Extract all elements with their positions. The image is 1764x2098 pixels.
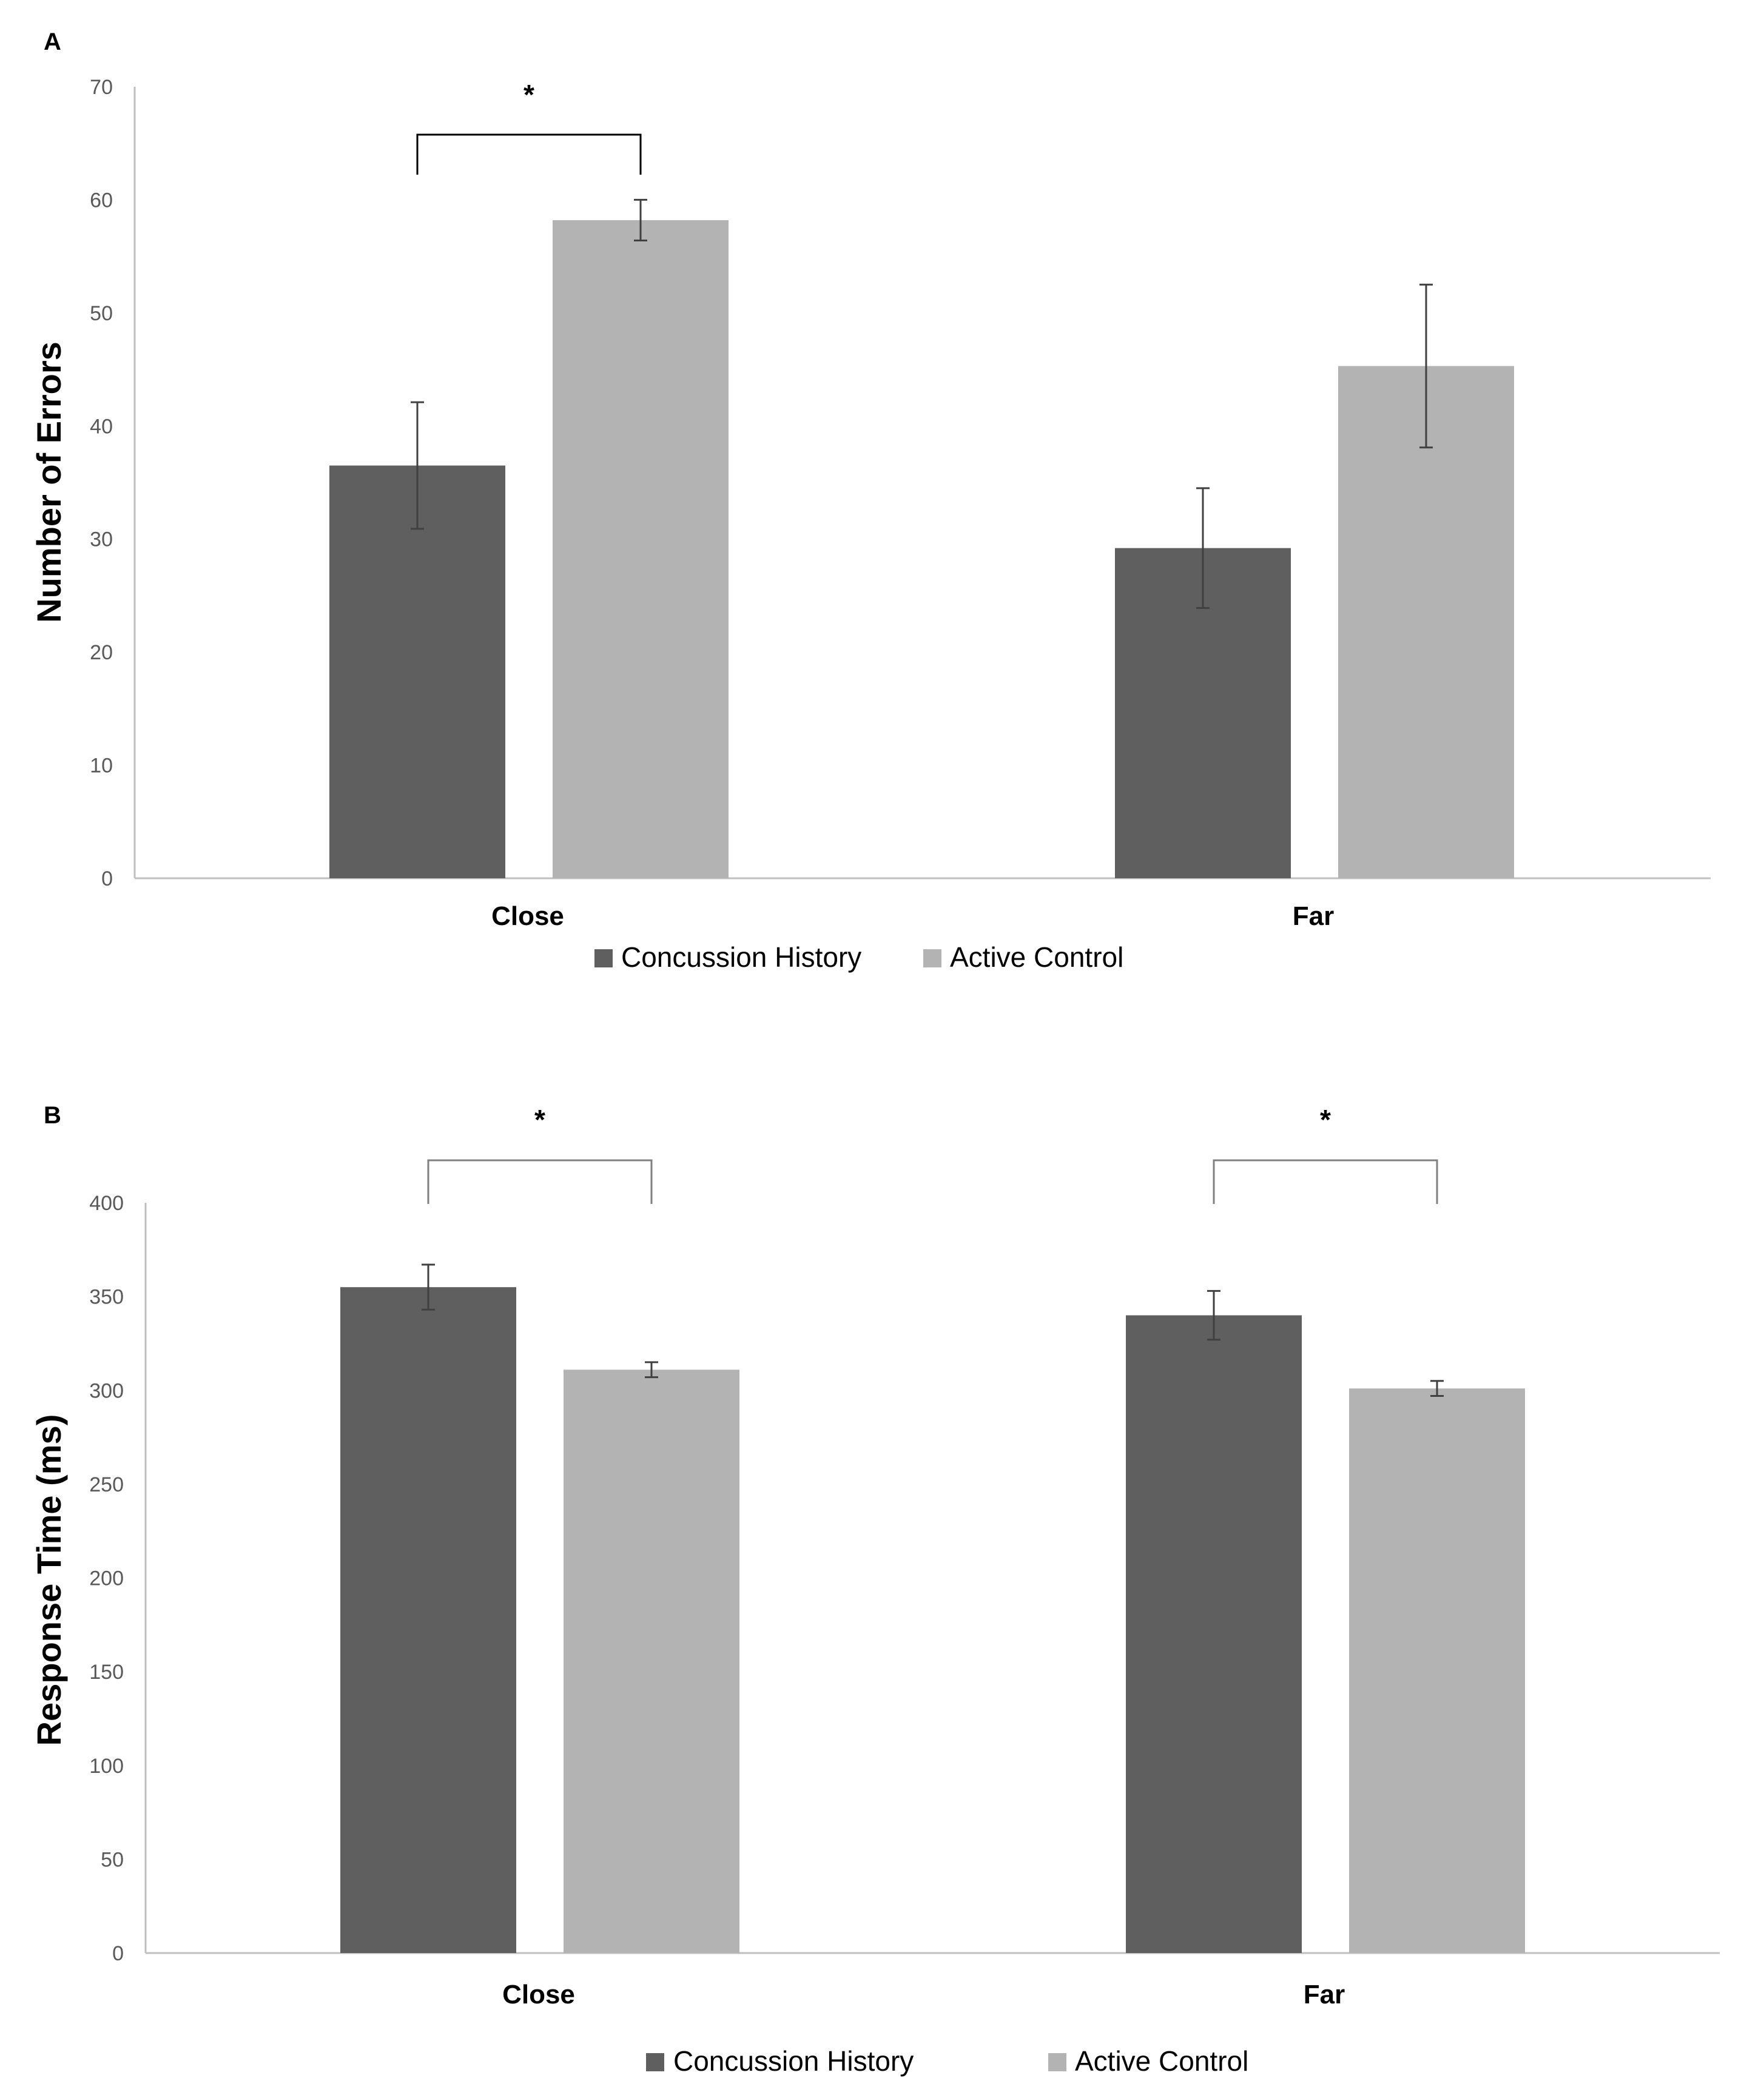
y-tick-label: 0 <box>112 1942 124 1965</box>
significance-star: * <box>523 79 534 110</box>
significance-star: * <box>534 1104 545 1135</box>
legend-swatch-concussion <box>594 949 613 967</box>
panel-b-label: B <box>44 1102 61 1129</box>
bar <box>1126 1315 1302 1953</box>
panel-a-legend: Concussion History Active Control <box>594 941 1123 973</box>
panel-b-legend-control: Active Control <box>1075 2045 1248 2077</box>
panel-a-bars <box>329 220 1514 878</box>
legend-swatch-control <box>923 949 941 967</box>
y-tick-label: 40 <box>90 415 113 438</box>
y-tick-label: 30 <box>90 528 113 551</box>
y-tick-label: 250 <box>89 1473 124 1496</box>
y-tick-label: 150 <box>89 1661 124 1684</box>
y-tick-label: 200 <box>89 1567 124 1590</box>
y-tick-label: 50 <box>101 1848 124 1871</box>
y-tick-label: 10 <box>90 755 113 778</box>
bar <box>1349 1388 1525 1953</box>
panel-a-chart: A Number of Errors 0 10 20 30 40 50 60 70 * Clo… <box>30 29 1711 973</box>
panel-a-significance: * <box>416 79 642 175</box>
panel-b-category-close: Close <box>502 1980 575 2009</box>
y-tick-label: 300 <box>89 1379 124 1402</box>
significance-star: * <box>1320 1104 1331 1135</box>
panel-b-error-bars <box>422 1263 1444 1397</box>
panel-a-y-ticks: 0 10 20 30 40 50 60 70 <box>90 76 113 890</box>
panel-b-y-axis-title: Response Time (ms) <box>30 1414 68 1746</box>
bar <box>329 465 505 878</box>
panel-a-legend-control: Active Control <box>950 941 1123 973</box>
panel-a-category-close: Close <box>491 901 564 931</box>
bar <box>340 1287 516 1953</box>
panel-b-legend: Concussion History Active Control <box>646 2045 1248 2077</box>
significance-bracket <box>416 133 642 175</box>
panel-a-error-bars <box>411 198 1433 609</box>
panel-b-significance: * * <box>427 1104 1438 1204</box>
significance-bracket <box>1213 1159 1438 1204</box>
bar <box>553 220 729 878</box>
y-tick-label: 350 <box>89 1286 124 1309</box>
y-tick-label: 100 <box>89 1755 124 1778</box>
panel-a-label: A <box>44 29 61 55</box>
bar <box>564 1370 739 1953</box>
y-tick-label: 60 <box>90 189 113 212</box>
panel-b-legend-concussion: Concussion History <box>673 2045 914 2077</box>
significance-bracket <box>427 1159 653 1204</box>
bar <box>1338 366 1514 878</box>
legend-swatch-concussion <box>646 2053 664 2071</box>
panel-a-y-axis-title: Number of Errors <box>30 341 68 623</box>
y-tick-label: 0 <box>101 867 113 890</box>
panel-b-category-far: Far <box>1304 1980 1345 2009</box>
y-tick-label: 20 <box>90 641 113 664</box>
panel-a-category-far: Far <box>1293 901 1334 931</box>
y-tick-label: 50 <box>90 302 113 325</box>
panel-a-legend-concussion: Concussion History <box>621 941 861 973</box>
panel-b-bars <box>340 1287 1525 1953</box>
panel-b-chart: B Response Time (ms) 0 50 100 150 200 250 300 3… <box>30 1102 1720 2077</box>
panel-b-y-ticks: 0 50 100 150 200 250 300 350 400 <box>89 1192 124 1965</box>
legend-swatch-control <box>1048 2053 1066 2071</box>
y-tick-label: 70 <box>90 76 113 99</box>
y-tick-label: 400 <box>89 1192 124 1215</box>
